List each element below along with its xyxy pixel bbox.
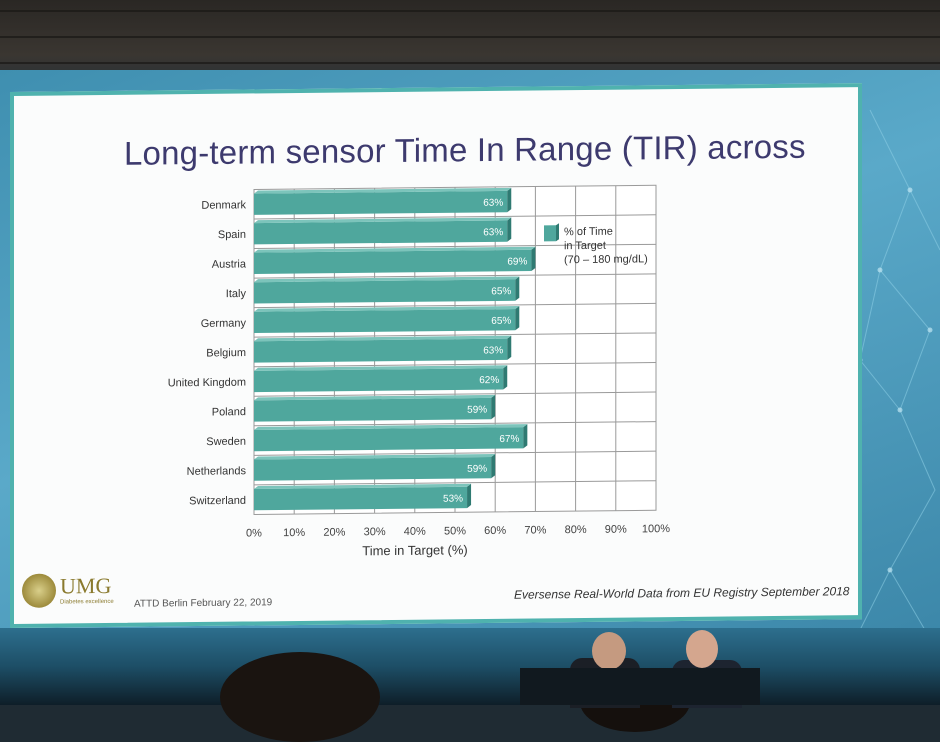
data-label: 65%	[491, 316, 511, 327]
x-tick-label: 50%	[444, 525, 466, 537]
category-label: Netherlands	[187, 465, 247, 478]
x-tick-label: 60%	[484, 525, 506, 537]
audience-area	[0, 628, 940, 742]
category-label: Poland	[212, 406, 246, 418]
logo-text: UMG	[60, 572, 112, 599]
bar	[254, 309, 516, 334]
bar-side	[507, 187, 512, 213]
grid-line-horizontal	[254, 362, 656, 368]
bar-top	[254, 187, 512, 194]
legend-label: (70 – 180 mg/dL)	[564, 253, 648, 266]
grid-line-horizontal	[254, 243, 656, 250]
bar-side	[523, 424, 528, 449]
logo-subtext: Diabetes excellence	[60, 598, 114, 606]
bar-top	[254, 453, 496, 460]
data-label: 67%	[499, 434, 519, 445]
bar-side	[515, 305, 520, 331]
x-axis-label: Time in Target (%)	[362, 542, 467, 558]
x-tick-label: 30%	[364, 526, 386, 538]
bar-top	[254, 394, 496, 401]
bar-top	[254, 246, 536, 253]
umg-logo: UMG Diabetes excellence	[20, 571, 120, 612]
presentation-slide: Long-term sensor Time In Range (TIR) acr…	[10, 83, 862, 628]
data-label: 62%	[479, 375, 499, 386]
bar-top	[254, 424, 528, 430]
category-label: Germany	[201, 317, 247, 329]
speaker-desk	[520, 668, 760, 705]
speaker-head	[686, 630, 718, 668]
bar	[254, 457, 492, 481]
data-label: 63%	[483, 227, 503, 238]
category-label: Spain	[218, 229, 246, 241]
bar-top	[254, 483, 472, 490]
bar	[254, 427, 524, 452]
category-label: Denmark	[201, 199, 246, 211]
grid-line-horizontal	[254, 214, 656, 220]
x-tick-label: 100%	[642, 523, 670, 535]
bar-chart: Denmark 63% Spain 63% Austria 69% Italy 65% Germ…	[168, 184, 670, 558]
data-label: 63%	[483, 345, 503, 356]
x-tick-label: 10%	[283, 527, 305, 539]
bar	[254, 397, 492, 422]
legend-label: in Target	[564, 240, 606, 252]
bar	[254, 190, 508, 215]
legend-label: % of Time	[564, 226, 613, 239]
x-tick-label: 90%	[605, 524, 627, 536]
grid-line-horizontal	[254, 302, 656, 309]
bar-side	[467, 483, 472, 509]
legend-swatch-side	[556, 223, 559, 242]
bar-side	[507, 217, 512, 242]
bar-top	[254, 217, 512, 224]
data-label: 69%	[507, 256, 527, 267]
bar	[254, 368, 504, 393]
bar-side	[507, 335, 512, 360]
grid-line-horizontal	[254, 480, 656, 486]
bar-top	[254, 276, 520, 283]
bar-top	[254, 305, 520, 312]
x-tick-label: 0%	[246, 527, 262, 539]
category-label: Italy	[226, 288, 247, 300]
bar-side	[503, 365, 508, 390]
data-label: 53%	[443, 493, 463, 504]
umg-emblem-icon	[22, 573, 56, 608]
x-tick-label: 80%	[565, 524, 587, 536]
category-label: Austria	[212, 258, 247, 270]
bar	[254, 486, 468, 511]
grid-line-horizontal	[254, 421, 656, 427]
bar	[254, 249, 532, 274]
bar-side	[491, 394, 496, 420]
bar-side	[531, 246, 536, 272]
bar	[254, 220, 508, 245]
bar-side	[491, 453, 496, 479]
bar-top	[254, 365, 508, 371]
audience-head	[220, 652, 380, 742]
data-label: 65%	[491, 286, 511, 297]
grid-line-horizontal	[254, 332, 656, 338]
category-label: United Kingdom	[168, 377, 246, 390]
grid-line-horizontal	[254, 450, 656, 456]
data-label: 63%	[483, 198, 503, 209]
bar	[254, 279, 516, 304]
ceiling-slat	[0, 36, 940, 38]
ceiling-slat	[0, 10, 940, 12]
bar-top	[254, 335, 512, 342]
x-tick-label: 40%	[404, 526, 426, 538]
legend-swatch	[544, 225, 556, 242]
category-label: Belgium	[206, 347, 246, 359]
grid-line-horizontal	[254, 391, 656, 397]
data-label: 59%	[467, 464, 487, 475]
grid-line-horizontal	[254, 273, 656, 279]
data-label: 59%	[467, 405, 487, 416]
bar	[254, 338, 508, 363]
x-tick-label: 20%	[323, 526, 345, 538]
ceiling-slat	[0, 62, 940, 64]
x-tick-label: 70%	[524, 524, 546, 536]
bar-side	[515, 276, 520, 301]
category-label: Switzerland	[189, 495, 246, 508]
speaker-head	[592, 632, 626, 670]
category-label: Sweden	[206, 436, 246, 448]
footer-event: ATTD Berlin February 22, 2019	[134, 597, 273, 610]
